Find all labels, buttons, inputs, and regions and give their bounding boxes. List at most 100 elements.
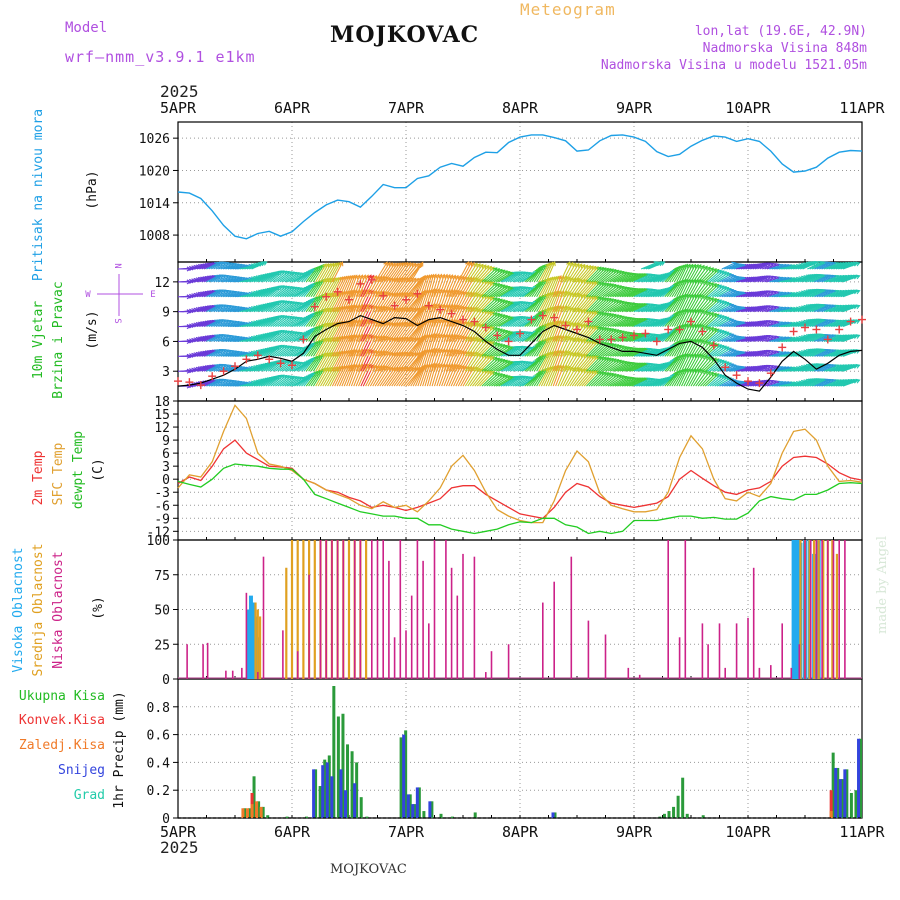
wind-arrow <box>795 304 813 313</box>
wind-arrow <box>213 261 226 270</box>
wind-arrow <box>203 350 217 357</box>
wind-arrow <box>230 381 245 387</box>
wind-arrow <box>206 364 219 372</box>
wind-arrow <box>500 301 517 313</box>
wind-arrow <box>669 281 681 298</box>
wind-arrow <box>206 275 219 283</box>
wind-arrow-head <box>719 344 725 350</box>
wind-arrow <box>602 314 619 327</box>
wind-arrow <box>329 262 341 283</box>
wind-arrow <box>752 306 764 313</box>
wind-arrow <box>759 290 771 298</box>
wind-arrow-head <box>497 343 503 348</box>
wind-arrow <box>811 274 827 283</box>
wind-arrow <box>282 331 297 342</box>
wind-arrow <box>762 320 774 328</box>
precip-label-4: Snijeg <box>58 763 105 778</box>
wind-arrow <box>804 289 821 298</box>
wind-arrow <box>547 365 558 387</box>
wind-arrow <box>289 302 305 313</box>
wind-arrow <box>598 343 614 357</box>
wind-arrow <box>540 262 552 283</box>
wind-arrow <box>571 309 586 327</box>
wind-arrow <box>220 335 234 342</box>
wind-arrow-head <box>719 359 725 365</box>
wind-arrow <box>769 381 783 387</box>
wind-arrow <box>557 291 568 312</box>
wind-arrow <box>253 288 270 298</box>
wind-arrow-head <box>601 326 607 332</box>
wind-arrow <box>695 266 708 283</box>
wind-arrow <box>773 292 789 298</box>
wind-arrow <box>835 275 853 283</box>
wind-arrow <box>692 369 705 387</box>
wind-arrow <box>301 298 314 313</box>
wind-arrow <box>733 337 747 342</box>
wind-arrow <box>517 272 533 283</box>
wind-arrow <box>286 361 302 372</box>
wind-arrow <box>199 305 212 313</box>
wind-arrow <box>819 275 834 283</box>
wind-arrow <box>357 364 369 387</box>
wind-arrow <box>833 350 850 357</box>
wind-arrow <box>230 337 245 342</box>
wind-arrow <box>828 275 845 283</box>
wind-arrow <box>764 321 777 328</box>
cloud-ylabel-3: Niska Oblacnost <box>51 551 66 668</box>
wind-arrow-head <box>714 268 720 274</box>
wind-arrow <box>743 352 756 357</box>
wind-arrow <box>267 285 282 298</box>
wind-arrow <box>838 262 855 270</box>
wind-arrow-head <box>601 282 607 287</box>
wind-arrow <box>343 305 354 327</box>
wind-arrow <box>258 362 274 372</box>
wind-arrow <box>773 277 789 283</box>
wind-arrow <box>256 362 272 372</box>
wind-arrow <box>833 364 850 372</box>
wind-arrow <box>819 290 834 298</box>
wind-arrow <box>800 261 817 270</box>
wind-arrow <box>531 295 544 312</box>
wind-arrow-head <box>717 299 722 305</box>
wind-arrow <box>636 274 653 283</box>
wind-arrow <box>500 361 517 372</box>
wind-arrow <box>486 313 503 327</box>
wind-arrow <box>367 320 380 342</box>
wind-arrow <box>491 270 508 283</box>
wind-arrow <box>476 266 492 283</box>
wind-arrow <box>564 322 577 342</box>
wind-arrow <box>673 369 685 387</box>
wind-arrow-head <box>611 358 617 364</box>
wind-arrow <box>272 300 287 313</box>
wind-arrow <box>500 346 517 357</box>
wind-arrow <box>685 338 696 357</box>
wind-arrow <box>752 263 764 270</box>
wind-arrow-head <box>855 319 861 324</box>
wind-arrow-head <box>724 301 730 307</box>
wind-arrow <box>685 368 696 387</box>
wind-arrow <box>320 278 332 298</box>
wind-arrow <box>802 348 819 357</box>
wind-arrow <box>643 319 661 328</box>
wind-arrow <box>743 322 756 328</box>
wind-arrow-head <box>489 355 495 361</box>
wind-arrow <box>308 281 321 298</box>
wind-arrow <box>251 289 267 298</box>
wind-arrow <box>590 312 607 327</box>
wind-arrow <box>301 343 314 357</box>
wind-arrow <box>588 267 604 283</box>
footer-city: MOJKOVAC <box>330 862 407 877</box>
wind-arrow <box>298 374 313 387</box>
wind-arrow <box>638 289 656 298</box>
temp-ylabel-3: dewpt Temp <box>71 431 86 509</box>
wind-arrow-head <box>717 284 722 290</box>
wind-arrow-head <box>489 296 495 302</box>
wind-arrow <box>500 286 517 298</box>
y-tick-label: -6 <box>154 499 170 514</box>
wind-arrow <box>517 376 533 387</box>
wind-arrow <box>493 360 510 372</box>
wind-arrow <box>626 288 644 298</box>
wind-arrow <box>745 351 758 357</box>
product-title: Meteogram <box>520 0 616 19</box>
wind-arrow <box>721 319 736 328</box>
